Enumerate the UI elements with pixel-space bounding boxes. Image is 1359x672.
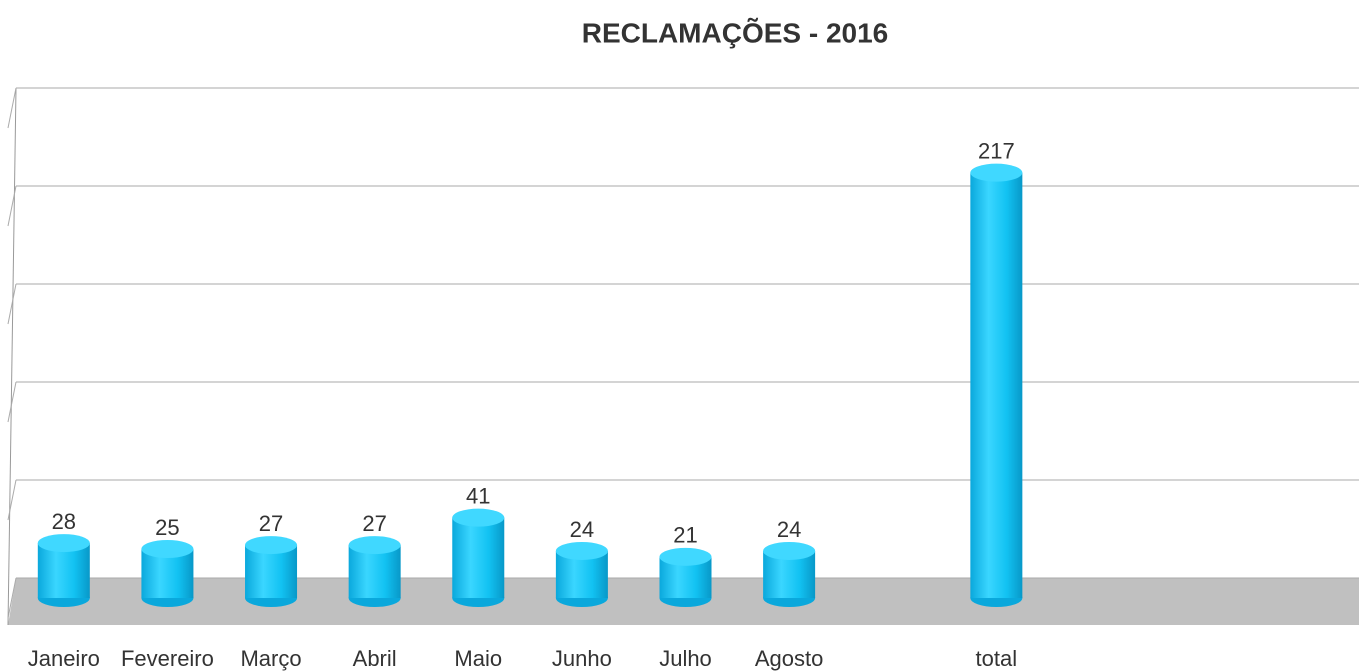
bar: [141, 540, 194, 607]
data-label: 217: [978, 138, 1015, 163]
bar: [970, 163, 1023, 607]
x-tick-label: Janeiro: [28, 646, 100, 671]
bar: [452, 508, 505, 607]
x-tick-label: Agosto: [755, 646, 824, 671]
bar-top: [763, 541, 816, 560]
bar-top: [555, 541, 608, 560]
data-label: 41: [466, 483, 490, 508]
bar-body: [452, 517, 505, 598]
x-tick-label: Abril: [353, 646, 397, 671]
grid-line-side: [7, 87, 17, 129]
data-label: 28: [52, 509, 76, 534]
chart-title: RECLAMAÇÕES - 2016: [582, 17, 889, 48]
bar: [37, 534, 90, 607]
x-tick-label: total: [976, 646, 1018, 671]
grid-line-side: [7, 381, 17, 423]
x-tick-label: Junho: [552, 646, 612, 671]
left-wall: [7, 87, 17, 626]
data-label: 27: [362, 511, 386, 536]
x-tick-label: Fevereiro: [121, 646, 214, 671]
bar-top: [452, 508, 505, 527]
bar-top: [659, 547, 712, 566]
x-tick-label: Julho: [659, 646, 712, 671]
grid-line-side: [7, 283, 17, 325]
bar: [763, 541, 816, 607]
grid-line-side: [7, 185, 17, 227]
data-label: 25: [155, 515, 179, 540]
data-label: 24: [777, 517, 801, 542]
bar-body: [37, 543, 90, 598]
bar: [348, 536, 401, 607]
x-tick-label: Maio: [454, 646, 502, 671]
x-tick-label: Março: [240, 646, 301, 671]
bar: [659, 547, 712, 607]
bar: [245, 536, 298, 607]
bar-top: [141, 540, 194, 558]
bar: [555, 541, 608, 607]
grid-line-side: [7, 577, 17, 619]
bar-top: [245, 536, 298, 555]
bar-top: [37, 534, 90, 553]
bar-body: [970, 172, 1023, 598]
bar-top: [348, 536, 401, 555]
data-label: 21: [673, 523, 697, 548]
data-label: 24: [570, 517, 594, 542]
data-label: 27: [259, 511, 283, 536]
grid-line-side: [7, 479, 17, 521]
bar-top: [970, 163, 1023, 182]
